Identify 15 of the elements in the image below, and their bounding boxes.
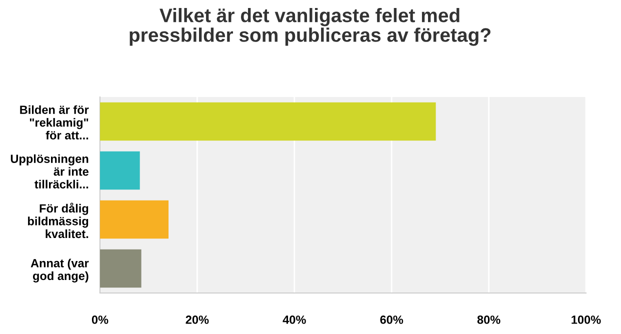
bar [100,151,140,190]
y-tick-label: Upplösningen är inte tillräckli... [10,154,88,188]
x-tick-label: 100% [572,316,601,324]
y-tick-label: För dålig bildmässig kvalitet. [28,202,88,238]
bar [100,102,436,141]
x-tick-label: 40% [282,316,306,324]
bar [100,200,169,239]
x-tick-label: 60% [380,316,404,324]
x-tick-label: 80% [477,316,500,324]
y-tick-label: Annat (var god ange) [30,258,89,282]
x-tick-label: 20% [186,316,209,324]
x-tick-label: 0% [92,316,108,324]
chart-title: Vilket är det vanligaste felet med pressbilder som publiceras av företag? [130,8,490,46]
bar [100,249,142,288]
y-tick-label: Bilden är för "reklamig" för att... [20,105,89,140]
